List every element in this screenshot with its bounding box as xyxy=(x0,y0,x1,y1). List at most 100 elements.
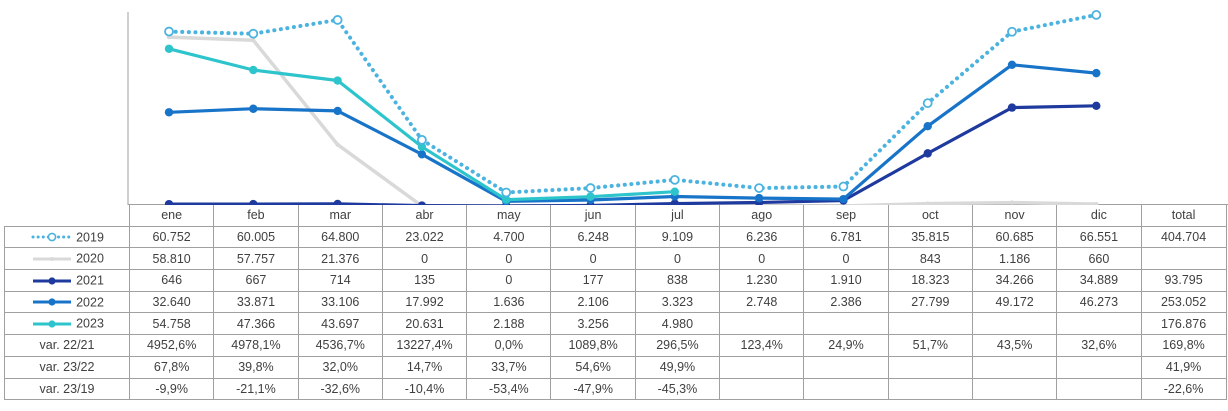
variation-cell: 67,8% xyxy=(128,355,215,379)
data-label: 1.186 xyxy=(971,247,1058,271)
table-row: 2021 646 667 714 135 0 177 838 1.230 1.910 18.323 3… xyxy=(4,269,1227,292)
point-2022-ene xyxy=(164,108,174,117)
legend-key-2023 xyxy=(30,318,74,330)
x-tick-label: dic xyxy=(1056,205,1142,227)
point-2022-nov xyxy=(1007,60,1017,70)
point-2022-ago xyxy=(754,193,764,203)
data-label: 27.799 xyxy=(887,290,973,314)
table-row: 2022 32.640 33.871 33.106 17.992 1.636 2.106 3.… xyxy=(4,290,1227,314)
x-tick-label: ene xyxy=(128,205,215,227)
point-2021-jul xyxy=(670,199,679,205)
table-corner xyxy=(4,205,130,227)
total-cell xyxy=(1140,247,1227,271)
data-label: 667 xyxy=(213,269,299,292)
data-label: 0 xyxy=(466,269,552,292)
variation-cell: 49,9% xyxy=(634,355,721,379)
data-label: 843 xyxy=(887,247,973,271)
point-2023-jun xyxy=(586,192,595,201)
point-2022-abr xyxy=(417,150,427,159)
data-label: 0 xyxy=(381,247,468,271)
data-label: 0 xyxy=(634,247,721,271)
data-label: 3.256 xyxy=(550,312,636,336)
data-label xyxy=(719,312,805,336)
data-label: 64.800 xyxy=(297,225,383,249)
data-label: 35.815 xyxy=(887,225,973,249)
data-label: 0 xyxy=(466,247,552,271)
data-label: 46.273 xyxy=(1056,290,1142,314)
point-2022-sep xyxy=(839,194,848,204)
legend-label: 2022 xyxy=(76,295,104,310)
variation-cell: -21,1% xyxy=(213,377,299,401)
data-label: 646 xyxy=(128,269,215,292)
point-2020-mar xyxy=(335,142,340,147)
data-label: 6.236 xyxy=(719,225,805,249)
point-2019-abr xyxy=(416,134,427,145)
variation-cell: 32,6% xyxy=(1056,334,1142,357)
point-2019-jul xyxy=(669,174,680,185)
data-label: 32.640 xyxy=(128,290,215,314)
point-2022-mar xyxy=(333,106,342,116)
line-chart xyxy=(0,0,1228,205)
variation-cell: 32,0% xyxy=(297,355,383,379)
data-label: 4.980 xyxy=(634,312,721,336)
point-2020-dic xyxy=(1094,201,1099,205)
legend-key-2021 xyxy=(30,275,74,287)
data-label: 2.386 xyxy=(803,290,889,314)
data-label: 20.631 xyxy=(381,312,468,336)
point-2019-nov xyxy=(1007,26,1017,37)
point-2019-mar xyxy=(332,15,343,25)
data-label: 34.889 xyxy=(1056,269,1142,292)
variation-cell: -32,6% xyxy=(297,377,383,401)
data-label: 47.366 xyxy=(213,312,299,336)
point-2021-mar xyxy=(333,199,342,205)
point-2019-oct xyxy=(922,98,933,109)
variation-cell: 296,5% xyxy=(634,334,721,357)
point-2022-oct xyxy=(923,121,932,131)
variation-label: var. 23/19 xyxy=(4,377,130,401)
legend-key-2019 xyxy=(30,231,74,243)
point-2019-may xyxy=(501,187,512,198)
point-2023-may xyxy=(502,195,511,204)
legend-label: 2021 xyxy=(76,273,104,288)
data-label: 57.757 xyxy=(213,247,299,271)
data-label: 21.376 xyxy=(297,247,383,271)
table-row: var. 23/19 -9,9% -21,1% -32,6% -10,4% -53,4% -… xyxy=(4,377,1227,401)
point-2020-nov xyxy=(1009,200,1015,205)
point-2021-nov xyxy=(1007,103,1017,112)
variation-cell xyxy=(719,355,805,379)
legend-entry-2022: 2022 xyxy=(4,290,130,314)
data-label: 2.748 xyxy=(719,290,805,314)
variation-cell xyxy=(971,377,1058,401)
data-label: 2.188 xyxy=(466,312,552,336)
x-tick-label: jun xyxy=(550,205,636,227)
point-2022-dic xyxy=(1092,68,1101,78)
data-label: 9.109 xyxy=(634,225,721,249)
data-label: 58.810 xyxy=(128,247,215,271)
variation-cell xyxy=(1056,355,1142,379)
variation-cell: 123,4% xyxy=(719,334,805,357)
legend-label: 2020 xyxy=(76,252,104,267)
variation-cell: -10,4% xyxy=(381,377,468,401)
point-2020-oct xyxy=(925,201,930,205)
variation-cell: -45,3% xyxy=(634,377,721,401)
x-tick-label: mar xyxy=(297,205,383,227)
variation-cell: 51,7% xyxy=(887,334,973,357)
point-2022-feb xyxy=(249,104,258,113)
point-2023-abr xyxy=(417,142,427,151)
table-row: var. 23/22 67,8% 39,8% 32,0% 14,7% 33,7% 54,6%… xyxy=(4,355,1227,379)
data-label: 33.106 xyxy=(297,290,383,314)
data-label: 6.248 xyxy=(550,225,636,249)
data-table: ene feb mar abr may jun jul ago sep oct nov dic tota… xyxy=(4,205,1227,401)
legend-label: 2023 xyxy=(76,317,104,332)
variation-cell: 13227,4% xyxy=(381,334,468,357)
x-tick-label: sep xyxy=(803,205,889,227)
series-line-2022 xyxy=(168,63,1097,203)
point-2021-ene xyxy=(164,199,174,205)
data-label xyxy=(887,312,973,336)
point-2019-ago xyxy=(754,183,764,193)
point-2019-ene xyxy=(164,26,174,37)
variation-cell: 1089,8% xyxy=(550,334,636,357)
data-label: 0 xyxy=(719,247,805,271)
variation-cell: 4536,7% xyxy=(297,334,383,357)
total-cell: 93.795 xyxy=(1140,269,1227,292)
